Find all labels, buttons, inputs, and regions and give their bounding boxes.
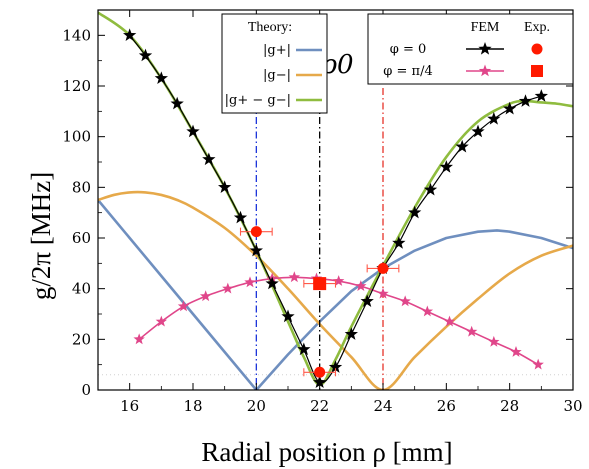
fem-phi0-point — [265, 276, 279, 290]
x-tick-label: 24 — [373, 397, 392, 415]
fem-phi0-point — [344, 327, 358, 340]
fem-phi0-point — [471, 124, 485, 138]
fem-phi0-point — [154, 71, 168, 85]
fem-phi-pi4-point — [421, 305, 434, 317]
fem-phi0-point — [313, 375, 327, 389]
theory-legend-title: Theory: — [248, 20, 292, 35]
fem-phi-pi4-point — [177, 300, 190, 312]
fem-phi0-point — [281, 309, 295, 323]
legend-row-phi0: φ = 0 — [390, 42, 427, 57]
theory-curve-g-minus — [98, 190, 573, 390]
legend-col-fem: FEM — [471, 20, 500, 35]
legend-label-diff: |g+ − g−| — [225, 93, 291, 108]
fem-phi-pi4-point — [532, 358, 544, 370]
fem-phi-pi4-point — [155, 315, 168, 327]
fem-phi0-point — [503, 101, 517, 115]
x-tick-label: 20 — [247, 397, 266, 415]
fem-phi0-point — [233, 210, 248, 224]
fem-phi-pi4-point — [199, 290, 212, 302]
fem-phi0-point — [487, 111, 501, 125]
fem-phi-pi4-point — [443, 315, 456, 327]
exp-phi0-point — [314, 366, 326, 378]
legend-label-g-minus: |g−| — [263, 68, 291, 83]
fem-phi0-point — [218, 180, 232, 193]
fem-phi0-line — [129, 34, 542, 384]
fem-phi0-point — [170, 96, 184, 110]
measurement-legend: FEM Exp. φ = 0 φ = π/4 — [367, 13, 574, 85]
fem-phi-pi4-point — [355, 280, 367, 291]
fem-phi-pi4-point — [244, 276, 256, 288]
fem-phi0-point — [408, 205, 422, 219]
y-tick-label: 120 — [62, 77, 91, 95]
exp-phi0-point — [250, 226, 262, 238]
fem-phi0-point — [186, 124, 200, 138]
y-axis-label: g/2π [MHz] — [26, 172, 56, 300]
fem-phi-pi4-point — [332, 275, 345, 286]
fem-phi-pi4-point — [288, 271, 301, 283]
legend-exp-phi-pi4-square — [531, 65, 543, 77]
plot-content — [98, 11, 573, 390]
fem-phi0-point — [138, 48, 153, 62]
fem-phi0-point — [455, 139, 469, 153]
exp-phi-pi4-point — [313, 277, 327, 291]
theory-legend: Theory: |g+| |g−| |g+ − g−| — [221, 13, 328, 114]
fem-phi0-point — [249, 243, 263, 257]
legend2-marks — [466, 42, 543, 77]
x-tick-label: 18 — [183, 397, 202, 415]
fem-phi0-point — [518, 94, 533, 107]
y-tick-label: 60 — [72, 229, 91, 247]
y-tick-label: 100 — [62, 128, 91, 146]
fem-phi-pi4-point — [222, 282, 234, 294]
x-tick-label: 16 — [120, 397, 139, 415]
y-tick-label: 40 — [72, 280, 91, 298]
fem-phi0-point — [360, 294, 374, 307]
fem-phi0-point — [123, 28, 137, 41]
legend-col-exp: Exp. — [524, 20, 550, 35]
fem-phi0-point — [439, 160, 453, 173]
fem-phi-pi4-point — [465, 325, 478, 337]
legend-label-g-plus: |g+| — [263, 43, 291, 58]
legend-exp-phi0-circle — [531, 43, 543, 55]
y-tick-label: 20 — [72, 330, 91, 348]
legend-fem-phi-pi4-star — [478, 64, 492, 77]
exp-phi0-point — [377, 262, 389, 274]
fem-phi0-point — [297, 342, 311, 356]
fem-phi-pi4-point — [488, 335, 500, 347]
legend-fem-phi0-star — [478, 42, 492, 55]
x-tick-label: 28 — [500, 397, 519, 415]
axes-frame — [97, 9, 574, 391]
y-tick-label: 0 — [81, 381, 91, 399]
theory-legend-box — [221, 13, 328, 114]
x-axis-label: Radial position ρ [mm] — [201, 437, 452, 467]
fem-phi0-point — [534, 89, 548, 102]
fem-phi0-point — [328, 360, 343, 373]
x-tick-label: 22 — [310, 397, 329, 415]
theory-curve-g-plus — [98, 199, 573, 390]
fem-phi0-point — [423, 182, 438, 196]
fem-phi-pi4-point — [133, 333, 145, 345]
y-tick-label: 140 — [62, 26, 91, 44]
fem-phi-pi4-point — [510, 346, 522, 357]
axes: 16 18 20 22 24 26 28 30 0 20 40 60 80 100 120 140 — [62, 9, 583, 415]
x-tick-label: 30 — [563, 397, 582, 415]
fem-phi-pi4-point — [377, 287, 389, 299]
legend-row-phi-pi4: φ = π/4 — [383, 64, 432, 79]
fem-phi0-point — [202, 152, 216, 166]
x-tick-label: 26 — [437, 397, 456, 415]
y-tick-label: 80 — [72, 178, 91, 196]
fem-phi0-point — [392, 236, 406, 249]
fem-phi-pi4-point — [399, 295, 411, 307]
